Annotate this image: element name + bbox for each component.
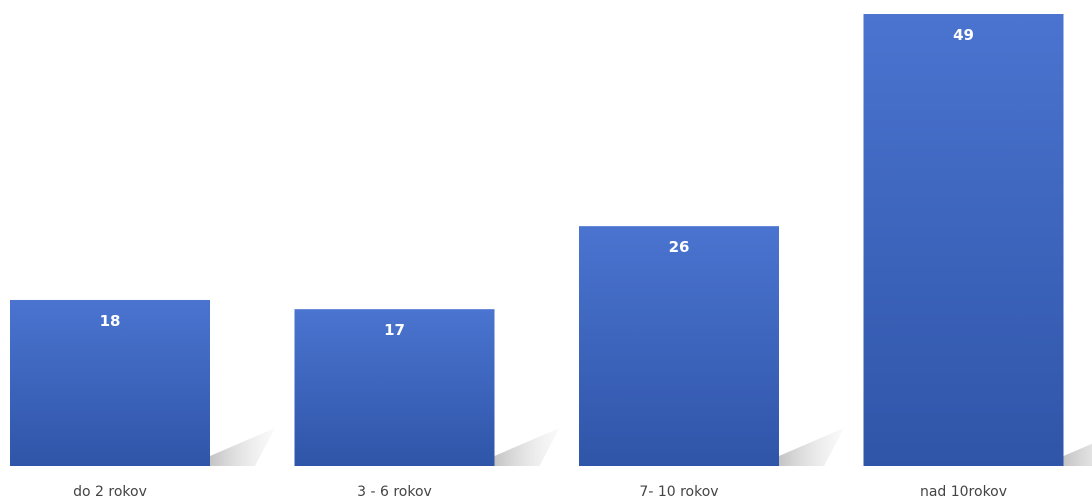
- category-labels: do 2 rokov 3 - 6 rokov 7- 10 rokov nad 10ro…: [73, 484, 1007, 500]
- value-labels: 18 17 26 49: [100, 26, 974, 339]
- category-label: do 2 rokov: [73, 484, 147, 500]
- bar: [579, 226, 779, 466]
- bars: [10, 14, 1064, 466]
- bar-shadow: [210, 428, 275, 466]
- bar: [294, 309, 495, 466]
- bar-value-label: 49: [953, 26, 974, 44]
- bar-value-label: 26: [669, 238, 690, 256]
- bar-shadow: [494, 428, 560, 466]
- bar: [863, 14, 1064, 466]
- category-label: nad 10rokov: [920, 484, 1007, 500]
- category-label: 3 - 6 rokov: [357, 484, 432, 500]
- bar-value-label: 17: [384, 321, 405, 339]
- bar-shadows: [210, 428, 1092, 466]
- bar: [10, 299, 210, 466]
- bar-shadow: [779, 428, 844, 466]
- category-label: 7- 10 rokov: [639, 484, 718, 500]
- bar-shadow: [1063, 443, 1092, 466]
- bar-value-label: 18: [100, 312, 121, 330]
